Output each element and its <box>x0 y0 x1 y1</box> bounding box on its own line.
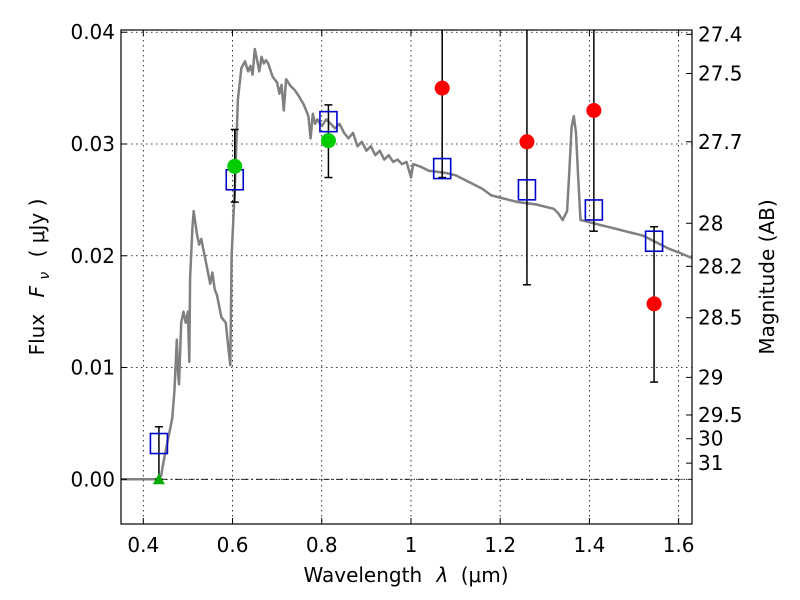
y2-tick-label: 28.2 <box>698 254 743 278</box>
data-points <box>149 80 664 485</box>
y-tick-label: 0.00 <box>70 467 115 491</box>
y2-tick-label: 27.4 <box>698 22 743 46</box>
y-tick-label: 0.02 <box>70 244 115 268</box>
x-tick-label: 1.2 <box>484 533 516 557</box>
y2-tick-label: 28 <box>698 211 723 235</box>
y-tick-label: 0.04 <box>70 20 115 44</box>
y2-tick-label: 31 <box>698 451 723 475</box>
x-tick-label: 1.4 <box>573 533 605 557</box>
y-axis-label-unit: ( μJy ) <box>25 199 49 258</box>
tick-labels: 0.4 0.6 0.8 1 1.2 1.4 1.6 0.00 0.01 0.02 0.03 0.04 2… <box>70 20 742 557</box>
y2-tick-label: 29.5 <box>698 403 743 427</box>
photometry-point <box>586 102 602 118</box>
x-axis-label-unit: (μm) <box>461 563 509 587</box>
error-bars <box>154 30 659 481</box>
y2-tick-label: 28.5 <box>698 306 743 330</box>
x-tick-label: 0.4 <box>127 533 159 557</box>
plot-frame <box>120 29 693 525</box>
upper-limit-triangle <box>152 473 165 485</box>
x-axis-label: Wavelength λ (μm) <box>303 563 508 587</box>
model-photometry-square <box>319 110 338 133</box>
model-photometry-square <box>584 199 604 221</box>
y-axis-label-prefix: Flux <box>25 314 49 356</box>
y-tick-label: 0.01 <box>70 356 115 380</box>
photometry-point <box>519 134 535 150</box>
x-tick-label: 0.6 <box>217 533 249 557</box>
x-axis-label-prefix: Wavelength <box>303 563 422 587</box>
y2-tick-label: 27.5 <box>698 62 743 86</box>
model-photometry-square <box>644 230 664 253</box>
y-axis-label: Flux F ν ( μJy ) <box>25 199 54 356</box>
grid <box>121 30 692 524</box>
x-tick-label: 1 <box>405 533 418 557</box>
y2-axis-label: Magnitude (AB) <box>755 199 779 354</box>
x-tick-label: 0.8 <box>306 533 338 557</box>
photometry-point <box>320 133 336 149</box>
photometry-point <box>227 158 243 174</box>
model-photometry-square <box>432 157 452 180</box>
y2-tick-label: 27.7 <box>698 130 743 154</box>
model-photometry-square <box>517 179 537 201</box>
photometry-point <box>434 80 450 96</box>
y-axis-label-symbol: F <box>25 285 49 297</box>
y-axis-label-subscript: ν <box>37 272 53 280</box>
x-axis-label-symbol: λ <box>436 563 449 587</box>
y-tick-label: 0.03 <box>70 132 115 156</box>
y2-tick-label: 30 <box>698 427 723 451</box>
y2-tick-label: 29 <box>698 365 723 389</box>
model-sed <box>121 47 693 481</box>
x-tick-label: 1.6 <box>663 533 695 557</box>
axis-ticks <box>121 30 692 524</box>
sed-line <box>121 47 693 481</box>
model-photometry-square <box>149 432 169 455</box>
photometry-point <box>646 296 662 312</box>
